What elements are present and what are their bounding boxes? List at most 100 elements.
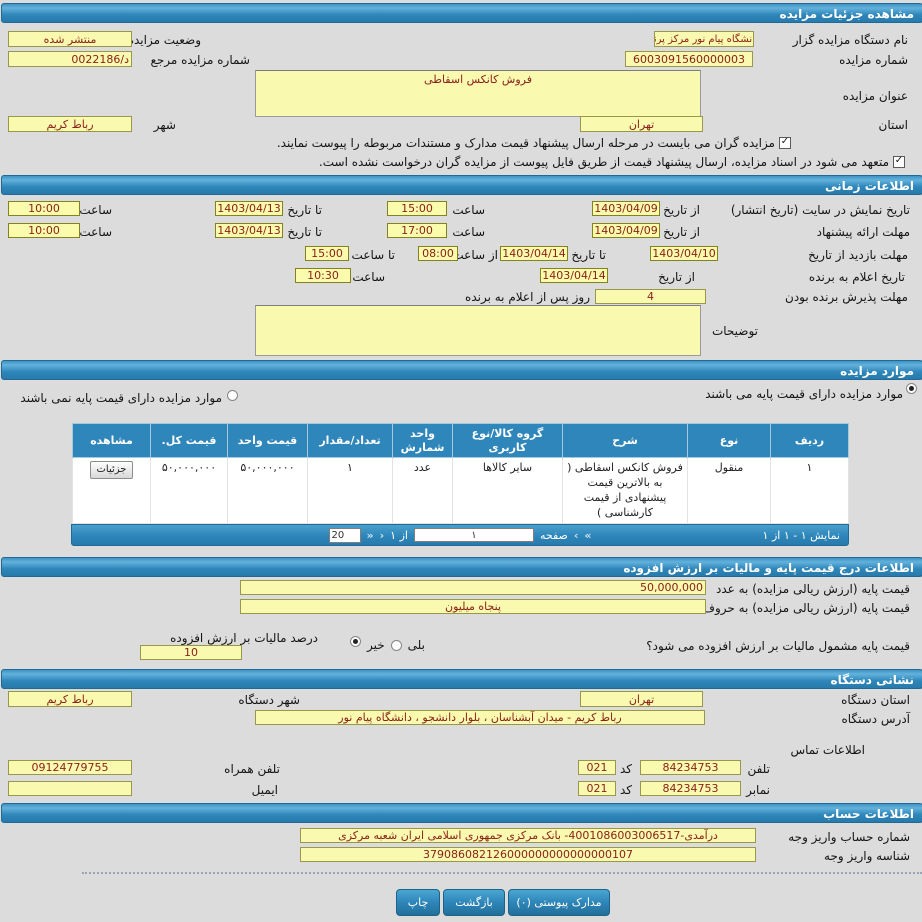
org-address-input[interactable]: رباط کریم - میدان آبشناسان ، بلوار دانشج… xyxy=(255,710,705,725)
mobile-input[interactable]: 09124779755 xyxy=(8,760,132,775)
org-province-input[interactable]: تهران xyxy=(580,691,703,707)
acceptance-suffix-label: روز پس از اعلام به برنده xyxy=(465,290,590,304)
visit-from-time-label: از ساعت xyxy=(452,248,498,262)
province-input[interactable]: تهران xyxy=(580,116,703,132)
items-section-title: موارد مزایده xyxy=(840,363,914,378)
acceptance-days-input[interactable]: 4 xyxy=(595,289,706,304)
attachments-button[interactable]: مدارک پیوستی (۰) xyxy=(508,889,610,916)
notice2-text: متعهد می شود در اسناد مزایده، ارسال پیشن… xyxy=(318,155,889,169)
reference-number-input[interactable]: 002د/2186 xyxy=(8,51,132,67)
back-button[interactable]: بازگشت xyxy=(443,889,505,916)
item-description: فروش کانکس اسقاطی ( به بالاترین قیمت پیش… xyxy=(562,456,688,525)
page-title: مشاهده جزئیات مزایده xyxy=(779,6,914,21)
notice1-checkbox[interactable] xyxy=(779,137,791,149)
visit-from-date-input[interactable]: 1403/04/10 xyxy=(650,246,718,261)
email-label: ایمیل xyxy=(251,783,278,797)
province-label: استان xyxy=(878,118,908,132)
base-price-words-input[interactable]: پنجاه میلیون xyxy=(240,599,706,614)
visit-to-time-input[interactable]: 15:00 xyxy=(305,246,349,261)
org-city-input[interactable]: رباط کریم xyxy=(8,691,132,707)
vat-no-label: خیر xyxy=(367,638,385,652)
contact-info-label: اطلاعات تماس xyxy=(790,743,865,757)
phone-input[interactable]: 84234753 xyxy=(640,760,741,775)
page-title-bar: مشاهده جزئیات مزایده xyxy=(1,3,922,23)
agency-input[interactable]: دانشگاه پیام نور مرکز پرند xyxy=(654,31,754,47)
offer-to-time-input[interactable]: 10:00 xyxy=(8,223,80,238)
description-textarea[interactable] xyxy=(255,305,701,356)
items-table-header-row: ردیف نوع شرح گروه کالا/نوع کاربری واحد ش… xyxy=(72,423,849,458)
visit-from-time-input[interactable]: 08:00 xyxy=(418,246,458,261)
publish-to-date-input[interactable]: 1403/04/13 xyxy=(215,201,283,216)
radio-items-without-base-price-label: موارد مزایده دارای قیمت پایه نمی باشند xyxy=(20,391,222,405)
pricing-section-title: اطلاعات درج قیمت پایه و مالیات بر ارزش ا… xyxy=(623,560,914,575)
visit-to-date-input[interactable]: 1403/04/14 xyxy=(500,246,568,261)
phone-label: تلفن xyxy=(747,762,770,776)
offer-to-date-input[interactable]: 1403/04/13 xyxy=(215,223,283,238)
winner-announce-date-input[interactable]: 1403/04/14 xyxy=(540,268,608,283)
org-city-label: شهر دستگاه xyxy=(238,693,300,707)
publish-from-time-input[interactable]: 15:00 xyxy=(387,201,447,216)
pager-last-icon[interactable]: « xyxy=(366,528,374,542)
pager-page-input[interactable]: ۱ xyxy=(413,528,534,543)
visit-to-time-label: تا ساعت xyxy=(351,248,395,262)
auction-number-input[interactable]: 6003091560000003 xyxy=(625,51,753,67)
item-unit-price: ۵۰,۰۰۰,۰۰۰ xyxy=(227,456,308,525)
notice2-checkbox[interactable] xyxy=(893,156,905,168)
offer-to-date-label: تا تاریخ xyxy=(287,225,322,239)
item-details-button[interactable]: جزئیات xyxy=(89,461,134,479)
offer-deadline-label: مهلت ارائه پیشنهاد xyxy=(816,225,910,239)
items-table-container: ردیف نوع شرح گروه کالا/نوع کاربری واحد ش… xyxy=(71,423,849,547)
items-table: ردیف نوع شرح گروه کالا/نوع کاربری واحد ش… xyxy=(72,423,849,525)
vat-yes-radio[interactable] xyxy=(390,639,402,651)
status-input[interactable]: منتشر شده xyxy=(8,31,132,47)
pager-first-icon[interactable]: » xyxy=(584,528,592,542)
fax-input[interactable]: 84234753 xyxy=(640,781,741,796)
offer-from-date-input[interactable]: 1403/04/09 xyxy=(592,223,660,238)
col-goods-group: گروه کالا/نوع کاربری xyxy=(452,423,563,458)
offer-from-time-label: ساعت xyxy=(452,225,485,239)
vat-no-radio[interactable] xyxy=(350,636,361,647)
winner-announce-time-input[interactable]: 10:30 xyxy=(295,268,351,283)
col-description: شرح xyxy=(562,423,688,458)
col-row-number: ردیف xyxy=(770,423,849,458)
winner-announce-from-label: از تاریخ xyxy=(658,270,695,284)
offer-from-date-label: از تاریخ xyxy=(663,225,700,239)
print-button[interactable]: چاپ xyxy=(396,889,440,916)
pager-page-size-select[interactable]: 20 xyxy=(328,527,361,543)
email-input[interactable] xyxy=(8,781,132,796)
auction-title-textarea[interactable]: فروش کانکس اسقاطی xyxy=(255,70,701,117)
phone-code-input[interactable]: 021 xyxy=(578,760,616,775)
pager-summary: نمایش ۱ - ۱ از ۱ xyxy=(762,529,840,543)
fax-code-input[interactable]: 021 xyxy=(578,781,616,796)
radio-items-with-base-price[interactable] xyxy=(906,383,917,394)
publish-to-time-input[interactable]: 10:00 xyxy=(8,201,80,216)
city-input[interactable]: رباط کریم xyxy=(8,116,132,132)
pager-next-icon[interactable]: ‹ xyxy=(379,528,385,542)
col-type: نوع xyxy=(687,423,771,458)
fax-code-label: کد xyxy=(619,783,632,797)
radio-items-without-base-price[interactable] xyxy=(227,390,238,401)
col-total-price: قیمت کل. xyxy=(150,423,228,458)
payment-id-input[interactable]: 379086082126000000000000000107 xyxy=(300,847,756,862)
deposit-account-input[interactable]: درآمدی-4001086003006517- بانک مرکزی جمهو… xyxy=(300,828,756,843)
vat-yes-label: بلی xyxy=(407,638,425,652)
winner-announce-time-label: ساعت xyxy=(352,270,385,284)
acceptance-period-label: مهلت پذیرش برنده بودن xyxy=(785,290,908,304)
item-quantity: ۱ xyxy=(307,456,393,525)
auction-title-label: عنوان مزایده xyxy=(842,89,908,103)
visit-period-label: مهلت بازدید از تاریخ xyxy=(808,248,908,262)
item-goods-group: سایر کالاها xyxy=(452,456,563,525)
timing-section-title: اطلاعات زمانی xyxy=(825,178,914,193)
publish-from-date-input[interactable]: 1403/04/09 xyxy=(592,201,660,216)
offer-from-time-input[interactable]: 17:00 xyxy=(387,223,447,238)
vat-radio-group: بلی خیر xyxy=(350,636,425,652)
item-row-number: ۱ xyxy=(770,456,849,525)
address-section-bar: نشانی دستگاه xyxy=(1,669,922,689)
winner-announce-label: تاریخ اعلام به برنده xyxy=(808,270,905,284)
auction-number-label: شماره مزایده xyxy=(839,53,908,67)
vat-percent-input[interactable]: 10 xyxy=(140,645,242,660)
pager-page-label: صفحه xyxy=(539,528,568,542)
pager-prev-icon[interactable]: › xyxy=(573,528,579,542)
base-price-numeric-input[interactable]: 50,000,000 xyxy=(240,580,706,595)
